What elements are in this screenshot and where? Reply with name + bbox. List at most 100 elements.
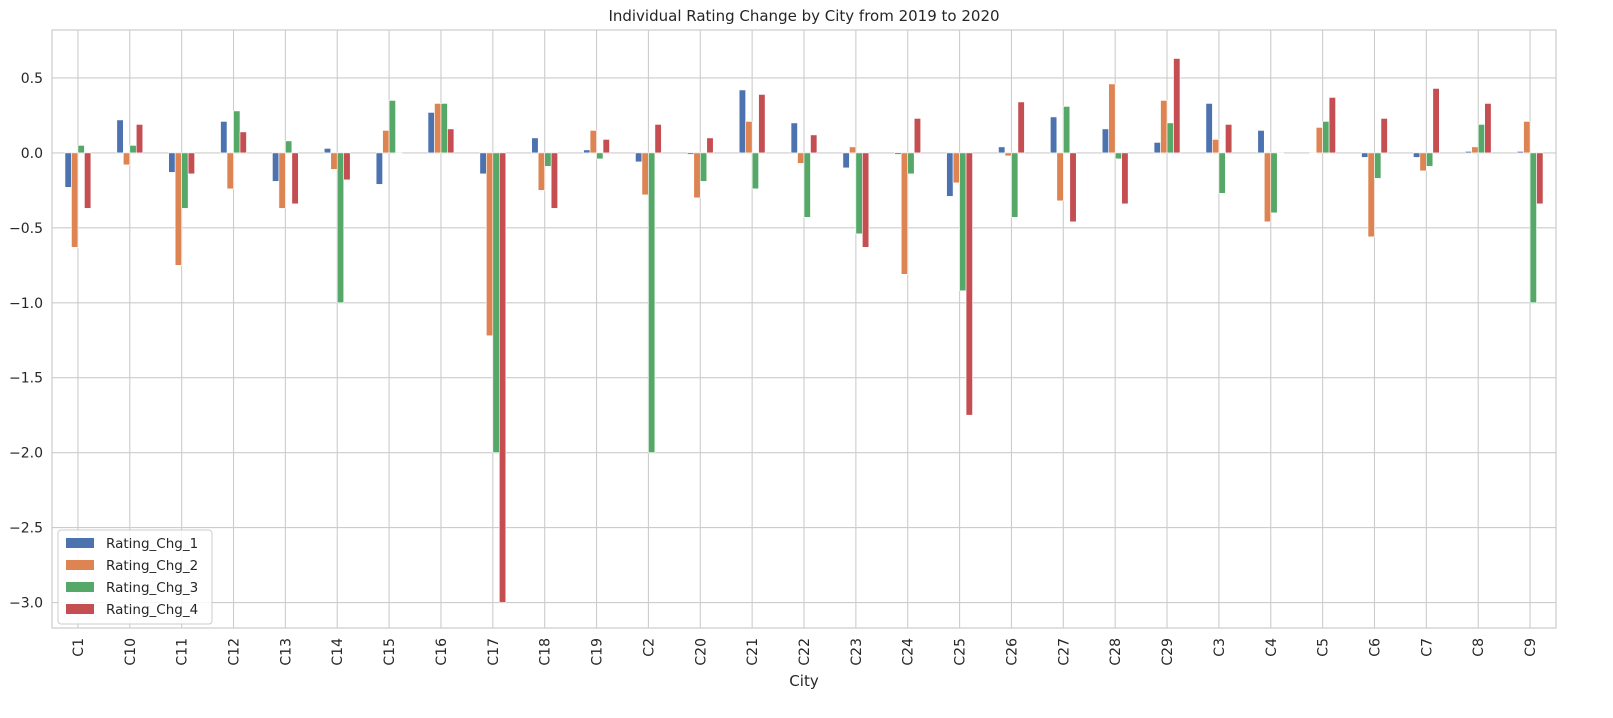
legend-label: Rating_Chg_3 bbox=[106, 580, 198, 596]
bar-Rating_Chg_4-C21 bbox=[758, 94, 766, 154]
y-tick-label: −2.0 bbox=[9, 446, 43, 462]
x-tick-label: C20 bbox=[693, 638, 709, 666]
chart-title: Individual Rating Change by City from 20… bbox=[608, 7, 999, 25]
bar-Rating_Chg_2-C25 bbox=[952, 152, 960, 184]
y-tick-label: −1.5 bbox=[9, 371, 43, 387]
x-tick-label: C27 bbox=[1056, 638, 1072, 666]
x-tick-label: C16 bbox=[434, 638, 450, 666]
bar-Rating_Chg_2-C8 bbox=[1471, 146, 1479, 154]
bar-Rating_Chg_3-C6 bbox=[1374, 152, 1382, 179]
bar-Rating_Chg_3-C4 bbox=[1270, 152, 1278, 214]
bar-Rating_Chg_2-C16 bbox=[434, 103, 442, 154]
x-tick-label: C14 bbox=[330, 638, 346, 666]
bar-Rating_Chg_4-C2 bbox=[654, 124, 662, 154]
y-tick-label: 0.0 bbox=[21, 146, 43, 162]
bar-Rating_Chg_4-C22 bbox=[810, 134, 818, 154]
bar-Rating_Chg_1-C7 bbox=[1413, 152, 1421, 158]
plot-frame bbox=[51, 29, 1557, 629]
y-tick-label: −0.5 bbox=[9, 221, 43, 237]
bar-Rating_Chg_4-C29 bbox=[1173, 58, 1181, 154]
bar-Rating_Chg_4-C26 bbox=[1017, 101, 1025, 154]
legend: Rating_Chg_1 Rating_Chg_2 Rating_Chg_3 Rati… bbox=[57, 529, 213, 625]
bar-Rating_Chg_3-C16 bbox=[440, 103, 448, 154]
bar-Rating_Chg_2-C27 bbox=[1056, 152, 1064, 202]
bar-Rating_Chg_2-C29 bbox=[1160, 100, 1168, 154]
bar-Rating_Chg_3-C27 bbox=[1063, 106, 1071, 154]
bar-Rating_Chg_3-C2 bbox=[648, 152, 656, 453]
bar-Rating_Chg_1-C26 bbox=[998, 146, 1006, 154]
bar-Rating_Chg_1-C13 bbox=[272, 152, 280, 182]
bar-Rating_Chg_4-C28 bbox=[1121, 152, 1129, 205]
bar-Rating_Chg_4-C3 bbox=[1225, 124, 1233, 154]
bar-Rating_Chg_4-C13 bbox=[291, 152, 299, 205]
bars bbox=[64, 58, 1544, 603]
bar-Rating_Chg_2-C26 bbox=[1004, 152, 1012, 157]
bar-Rating_Chg_2-C7 bbox=[1419, 152, 1427, 172]
bar-Rating_Chg_4-C11 bbox=[187, 152, 195, 175]
legend-label: Rating_Chg_4 bbox=[106, 602, 198, 618]
legend-label: Rating_Chg_1 bbox=[106, 536, 198, 552]
x-tick-label: C23 bbox=[849, 638, 865, 666]
bar-Rating_Chg_3-C19 bbox=[596, 152, 604, 160]
bar-Rating_Chg_2-C20 bbox=[693, 152, 701, 199]
bar-Rating_Chg_2-C3 bbox=[1212, 139, 1220, 154]
legend-swatch bbox=[66, 582, 94, 592]
bar-Rating_Chg_1-C29 bbox=[1153, 142, 1161, 154]
bar-Rating_Chg_4-C12 bbox=[239, 131, 247, 154]
bar-Rating_Chg_1-C21 bbox=[738, 89, 746, 154]
x-axis-label: City bbox=[789, 672, 819, 690]
bar-Rating_Chg_3-C9 bbox=[1529, 152, 1537, 304]
bar-Rating_Chg_2-C4 bbox=[1263, 152, 1272, 223]
bar-Rating_Chg_4-C23 bbox=[862, 152, 870, 248]
x-tick-label: C25 bbox=[953, 638, 969, 666]
bar-Rating_Chg_3-C14 bbox=[336, 152, 345, 304]
x-tick-label: C19 bbox=[590, 638, 606, 666]
bar-Rating_Chg_2-C19 bbox=[589, 130, 597, 154]
bar-Rating_Chg_4-C19 bbox=[602, 139, 610, 154]
legend-swatch bbox=[66, 560, 94, 570]
bar-Rating_Chg_2-C13 bbox=[278, 152, 286, 209]
bar-Rating_Chg_1-C1 bbox=[64, 152, 72, 188]
bar-Rating_Chg_2-C21 bbox=[745, 121, 753, 154]
y-tick-label: −3.0 bbox=[9, 596, 43, 612]
bar-Rating_Chg_1-C6 bbox=[1361, 152, 1369, 158]
bar-Rating_Chg_3-C25 bbox=[959, 152, 967, 292]
bar-Rating_Chg_1-C18 bbox=[531, 137, 539, 154]
bar-Rating_Chg_1-C5 bbox=[1309, 152, 1317, 154]
bar-Rating_Chg_4-C14 bbox=[343, 152, 351, 181]
bar-Rating_Chg_3-C22 bbox=[803, 152, 811, 218]
x-tick-label: C6 bbox=[1367, 638, 1383, 657]
bar-Rating_Chg_2-C28 bbox=[1108, 83, 1116, 154]
bar-Rating_Chg_4-C16 bbox=[447, 128, 455, 154]
bar-Rating_Chg_4-C20 bbox=[706, 137, 714, 154]
bar-Rating_Chg_2-C22 bbox=[797, 152, 805, 164]
x-tick-label: C2 bbox=[641, 638, 657, 657]
bar-Rating_Chg_2-C11 bbox=[174, 152, 182, 266]
bar-Rating_Chg_1-C8 bbox=[1464, 151, 1473, 154]
bar-Rating_Chg_1-C16 bbox=[427, 112, 435, 154]
bar-Rating_Chg_4-C9 bbox=[1536, 152, 1544, 205]
bar-Rating_Chg_4-C7 bbox=[1432, 88, 1440, 154]
bar-Rating_Chg_4-C10 bbox=[135, 124, 144, 154]
bar-Rating_Chg_1-C2 bbox=[635, 152, 643, 163]
x-tick-label: C18 bbox=[538, 638, 554, 666]
bar-Rating_Chg_1-C20 bbox=[687, 152, 695, 155]
bar-Rating_Chg_1-C14 bbox=[323, 148, 332, 154]
bar-Rating_Chg_3-C12 bbox=[233, 110, 241, 154]
bar-Rating_Chg_3-C1 bbox=[77, 145, 85, 154]
bar-Rating_Chg_3-C24 bbox=[907, 152, 915, 175]
bar-Rating_Chg_2-C17 bbox=[486, 152, 494, 337]
bar-Rating_Chg_1-C15 bbox=[375, 152, 383, 185]
y-tick-label: 0.5 bbox=[21, 71, 43, 87]
x-tick-label: C28 bbox=[1108, 638, 1124, 666]
x-tick-label: C3 bbox=[1212, 638, 1228, 657]
bar-Rating_Chg_1-C3 bbox=[1205, 103, 1213, 154]
bar-Rating_Chg_2-C5 bbox=[1315, 127, 1323, 154]
bar-Rating_Chg_1-C24 bbox=[894, 152, 902, 155]
bar-Rating_Chg_3-C13 bbox=[285, 140, 293, 154]
y-tick-label: −2.5 bbox=[9, 521, 43, 537]
bar-Rating_Chg_1-C23 bbox=[842, 152, 850, 169]
legend-swatch bbox=[66, 538, 94, 548]
